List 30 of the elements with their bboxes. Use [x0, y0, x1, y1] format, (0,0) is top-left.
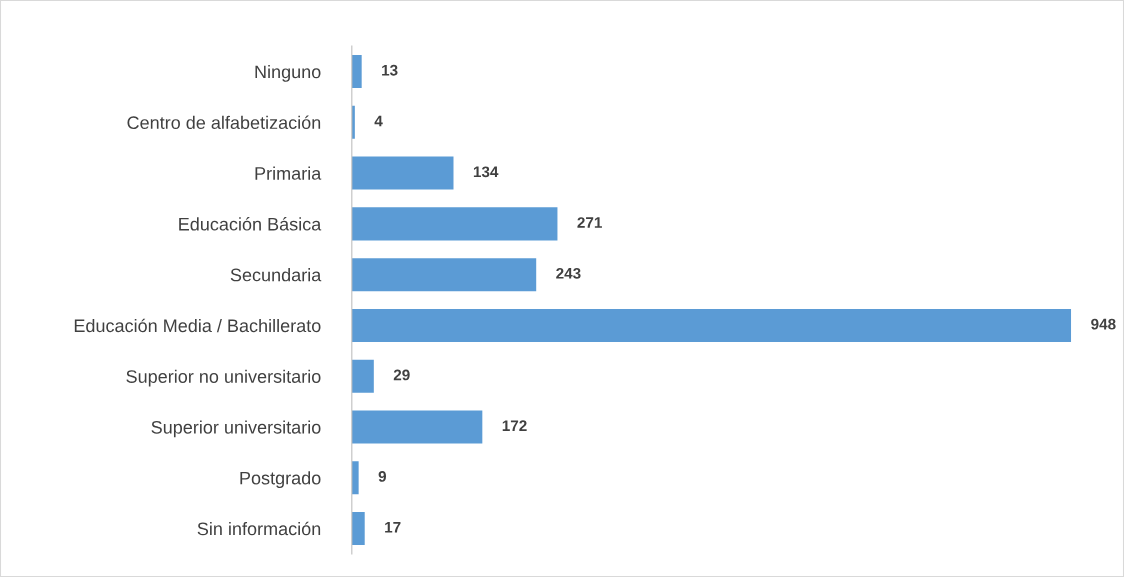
- y-tick-label: Sin información: [197, 521, 321, 536]
- bar: [351, 55, 362, 89]
- data-label: 172: [502, 420, 527, 431]
- data-label: 243: [556, 267, 581, 279]
- data-label: 17: [385, 521, 401, 533]
- bar: [351, 512, 365, 546]
- data-label: 4: [374, 115, 383, 127]
- y-tick-label: Superior universitario: [151, 420, 321, 438]
- y-tick-label: Centro de alfabetización: [127, 115, 321, 130]
- bar: [351, 156, 454, 190]
- bar: [351, 258, 537, 292]
- bar: [351, 308, 1072, 342]
- y-tick-label: Educación Media / Bachillerato: [74, 318, 321, 333]
- data-label: 948: [1091, 318, 1116, 330]
- y-tick-label: Ninguno: [255, 65, 321, 82]
- data-label: 9: [378, 471, 387, 482]
- y-tick-label: Secundaria: [230, 268, 322, 282]
- y-tick-label: Primaria: [255, 166, 322, 180]
- y-tick-label: Postgrado: [240, 471, 321, 489]
- bar: [351, 105, 355, 139]
- data-label: 134: [473, 166, 499, 178]
- bar: [351, 461, 359, 495]
- bar: [351, 359, 374, 393]
- data-label: 29: [393, 369, 410, 381]
- y-tick-label: Educación Básica: [179, 217, 322, 231]
- data-label: 13: [382, 64, 398, 76]
- y-tick-label: Superior no universitario: [126, 369, 321, 387]
- data-label: 271: [577, 217, 602, 228]
- bar: [351, 207, 558, 241]
- bar: [351, 410, 483, 444]
